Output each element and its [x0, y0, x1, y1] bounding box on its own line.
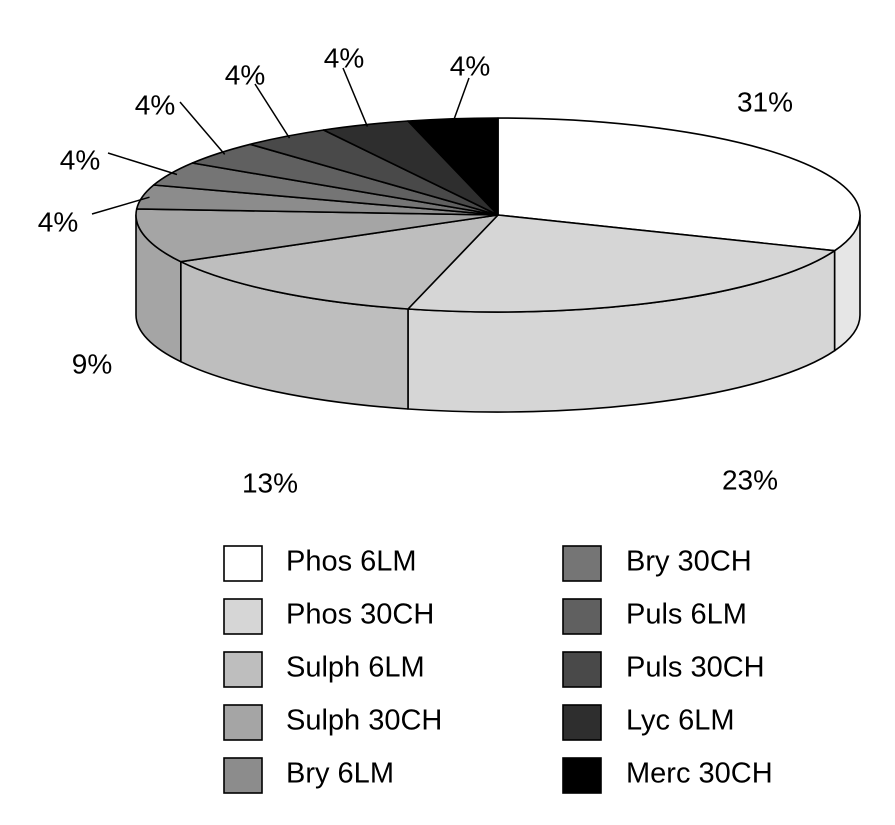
leader-line-4 — [91, 196, 150, 215]
legend-swatch-2 — [223, 651, 263, 688]
legend-label-7: Puls 30CH — [626, 652, 765, 684]
legend-label-0: Phos 6LM — [286, 546, 417, 578]
legend-swatch-1 — [223, 598, 263, 635]
legend-label-9: Merc 30CH — [626, 758, 773, 790]
slice-label-9: 4% — [450, 50, 490, 81]
legend-label-6: Puls 6LM — [626, 599, 747, 631]
slice-label-4: 4% — [38, 206, 78, 237]
leader-line-8 — [342, 67, 369, 127]
legend-swatch-3 — [223, 704, 263, 741]
slice-percent-labels: 31% 23% 13% 9% 4% 4% 4% 4% 4% 4% — [38, 42, 793, 498]
slice-label-8: 4% — [324, 42, 364, 73]
pie-slice-9 — [407, 117, 499, 216]
pie-top-slices — [135, 117, 861, 313]
pie-slice-1 — [407, 214, 836, 313]
legend-label-4: Bry 6LM — [286, 758, 394, 790]
label-leader-lines — [91, 67, 470, 215]
slice-label-0: 31% — [737, 86, 793, 117]
legend-swatch-8 — [562, 704, 602, 741]
slice-label-7: 4% — [225, 59, 265, 90]
pie-slice-0 — [497, 117, 861, 252]
legend: Phos 6LM Phos 30CH Sulph 6LM Sulph 30CH Bry … — [223, 545, 773, 794]
leader-line-9 — [452, 77, 470, 121]
slice-label-5: 4% — [60, 144, 100, 175]
slice-label-1: 23% — [722, 464, 778, 495]
legend-label-2: Sulph 6LM — [286, 652, 425, 684]
legend-label-3: Sulph 30CH — [286, 705, 442, 737]
legend-swatch-5 — [562, 545, 602, 582]
pie-slice-2 — [180, 214, 499, 310]
pie-sides — [135, 214, 861, 413]
legend-swatch-7 — [562, 651, 602, 688]
slice-label-3: 9% — [72, 348, 112, 379]
legend-swatch-0 — [223, 545, 263, 582]
leader-line-7 — [254, 83, 291, 139]
slice-label-2: 13% — [242, 467, 298, 498]
legend-swatch-6 — [562, 598, 602, 635]
legend-label-5: Bry 30CH — [626, 546, 752, 578]
legend-swatch-9 — [562, 757, 602, 794]
legend-label-8: Lyc 6LM — [626, 705, 735, 737]
slice-label-6: 4% — [135, 89, 175, 120]
leader-line-5 — [107, 152, 178, 176]
pie-slice-3 — [135, 208, 499, 263]
legend-label-1: Phos 30CH — [286, 599, 434, 631]
leader-line-6 — [179, 101, 226, 155]
legend-swatch-4 — [223, 757, 263, 794]
